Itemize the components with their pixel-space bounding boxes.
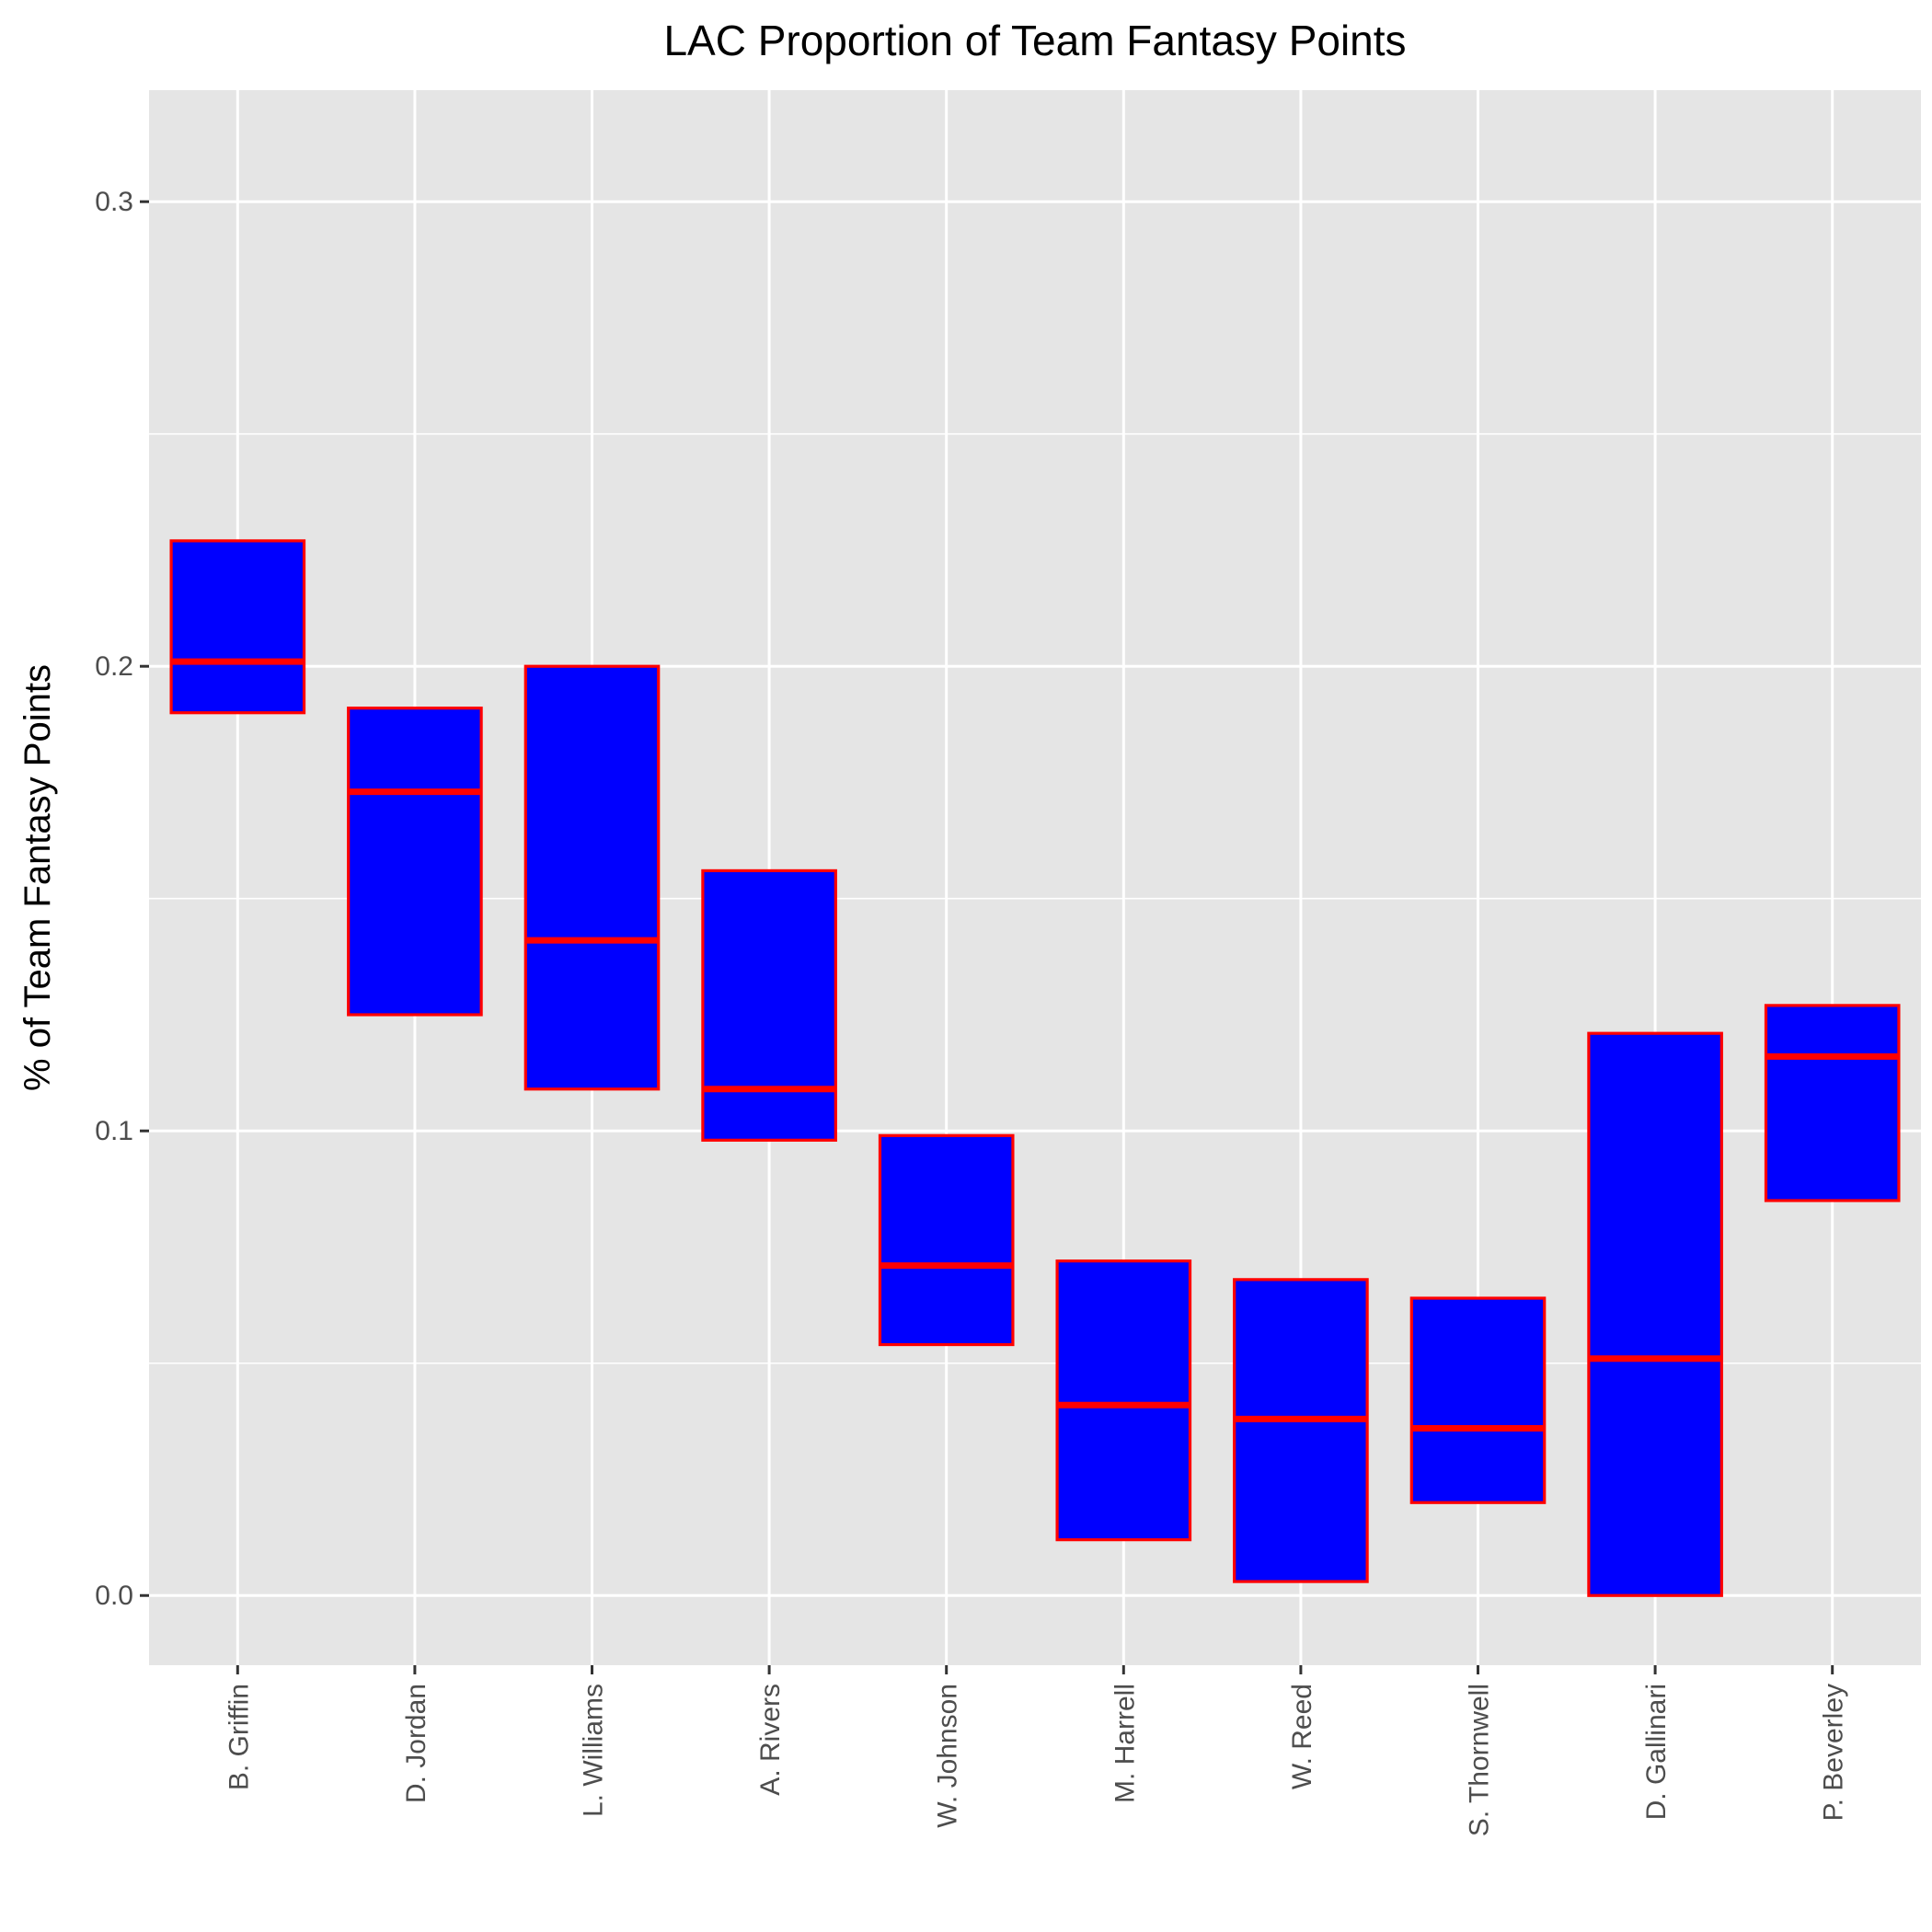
boxes [169, 539, 1901, 1597]
box-body [878, 1133, 1015, 1347]
box-8 [1409, 1296, 1547, 1504]
box-5 [878, 1133, 1015, 1347]
box-9 [1587, 1031, 1723, 1597]
x-tick-label: L. Williams [579, 1684, 609, 1817]
x-axis: B. Griffin D. Jordan L. Williams A. Rivers W… [224, 1665, 1849, 1836]
box-body [1233, 1278, 1369, 1583]
box-2 [347, 707, 483, 1017]
box-10 [1764, 1004, 1901, 1202]
y-tick-label: 0.1 [95, 1116, 133, 1146]
box-body [347, 707, 483, 1017]
x-tick-label: D. Jordan [401, 1684, 431, 1803]
box-6 [1055, 1259, 1192, 1542]
x-tick-label: W. Reed [1287, 1684, 1317, 1789]
y-tick-label: 0.0 [95, 1581, 133, 1611]
box-body [1764, 1004, 1901, 1202]
x-tick-label: M. Harrell [1110, 1684, 1140, 1803]
y-axis: 0.0 0.1 0.2 0.3 [95, 187, 149, 1611]
box-body [1055, 1259, 1192, 1542]
y-axis-label: % of Team Fantasy Points [17, 664, 58, 1091]
box-1 [169, 539, 306, 715]
y-tick-label: 0.3 [95, 187, 133, 217]
box-3 [523, 664, 661, 1091]
box-body [169, 539, 306, 715]
box-body [701, 868, 837, 1142]
box-body [1409, 1296, 1547, 1504]
x-tick-label: S. Thornwell [1465, 1684, 1495, 1836]
x-tick-label: D. Gallinari [1641, 1684, 1672, 1820]
x-tick-label: A. Rivers [755, 1684, 786, 1796]
box-body [523, 664, 661, 1091]
x-tick-label: W. Johnson [933, 1684, 963, 1828]
y-tick-label: 0.2 [95, 651, 133, 682]
x-tick-label: B. Griffin [224, 1684, 254, 1790]
box-body [1587, 1031, 1723, 1597]
chart-title: LAC Proportion of Team Fantasy Points [663, 17, 1406, 64]
box-4 [701, 868, 837, 1142]
x-tick-label: P. Beverley [1819, 1684, 1849, 1822]
box-7 [1233, 1278, 1369, 1583]
